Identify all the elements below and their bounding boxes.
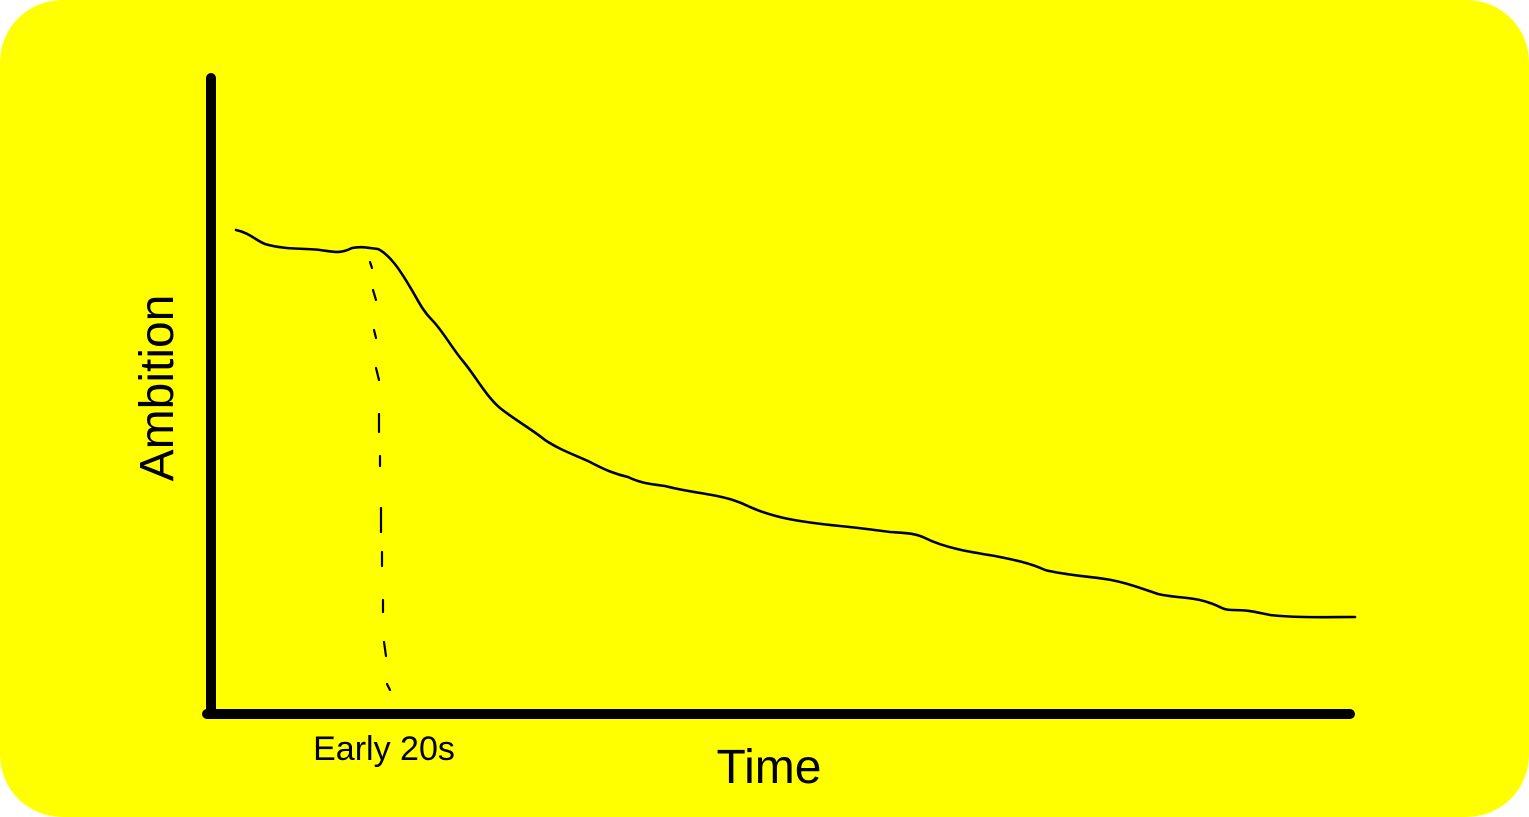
- y-axis-label: Ambition: [131, 295, 184, 482]
- marker-dash: [371, 288, 378, 302]
- marker-dash: [385, 682, 392, 692]
- ambition-curve: [234, 228, 1357, 619]
- marker-dash: [382, 640, 388, 658]
- x-axis-label: Time: [717, 741, 822, 794]
- early-20s-marker-line: [368, 260, 392, 692]
- x-tick-label-early-20s: Early 20s: [313, 730, 455, 768]
- marker-dash: [372, 328, 378, 340]
- marker-dash: [368, 260, 374, 270]
- marker-dash: [374, 366, 381, 382]
